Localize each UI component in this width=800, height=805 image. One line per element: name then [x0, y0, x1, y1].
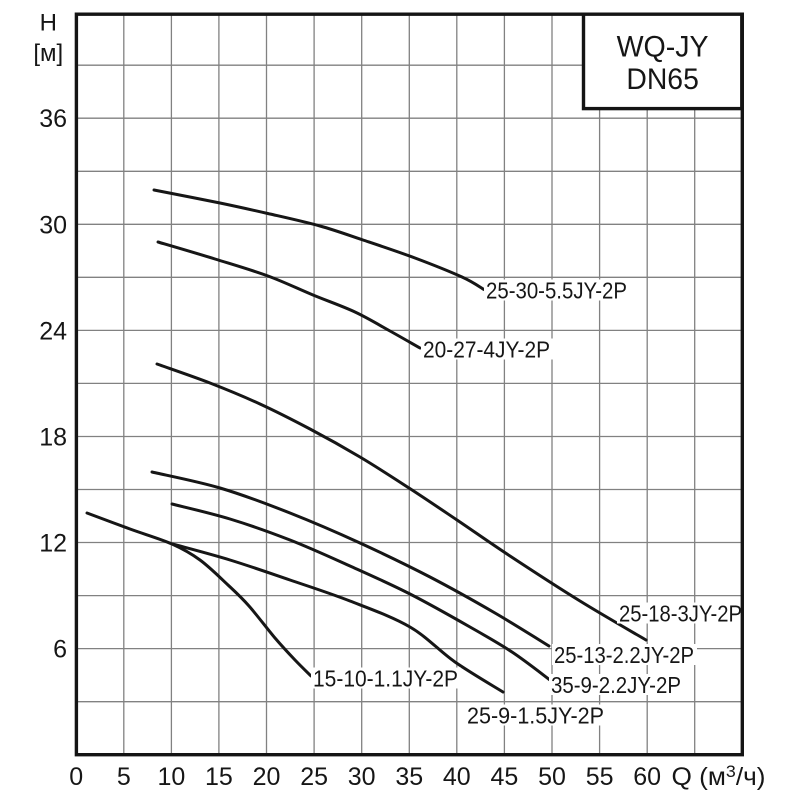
svg-text:6: 6 [53, 636, 67, 664]
svg-text:H: H [40, 10, 57, 37]
svg-text:20: 20 [253, 763, 281, 791]
svg-text:36: 36 [39, 105, 67, 133]
svg-text:15: 15 [205, 763, 233, 791]
svg-text:24: 24 [39, 317, 67, 345]
svg-text:15-10-1.1JY-2P: 15-10-1.1JY-2P [313, 665, 458, 691]
svg-text:25-9-1.5JY-2P: 25-9-1.5JY-2P [467, 702, 604, 728]
svg-text:50: 50 [538, 763, 566, 791]
svg-text:18: 18 [39, 424, 67, 452]
svg-text:5: 5 [117, 763, 131, 791]
svg-text:12: 12 [39, 530, 67, 558]
svg-text:25-30-5.5JY-2P: 25-30-5.5JY-2P [486, 277, 627, 303]
svg-text:55: 55 [586, 763, 614, 791]
svg-text:35-9-2.2JY-2P: 35-9-2.2JY-2P [551, 672, 681, 698]
svg-text:35: 35 [395, 763, 423, 791]
svg-text:WQ-JY: WQ-JY [617, 31, 709, 64]
svg-text:45: 45 [490, 763, 518, 791]
svg-text:20-27-4JY-2P: 20-27-4JY-2P [423, 336, 550, 362]
svg-text:DN65: DN65 [626, 63, 699, 96]
svg-text:25-18-3JY-2P: 25-18-3JY-2P [619, 600, 742, 626]
svg-text:25: 25 [300, 763, 328, 791]
svg-text:60: 60 [633, 763, 661, 791]
svg-text:30: 30 [39, 211, 67, 239]
svg-text:0: 0 [69, 763, 83, 791]
svg-text:40: 40 [443, 763, 471, 791]
svg-text:Q (м3/ч): Q (м 3/ч) [672, 762, 766, 791]
svg-text:30: 30 [348, 763, 376, 791]
svg-text:10: 10 [157, 763, 185, 791]
svg-text:[м]: [м] [33, 40, 63, 67]
svg-text:25-13-2.2JY-2P: 25-13-2.2JY-2P [554, 642, 694, 668]
